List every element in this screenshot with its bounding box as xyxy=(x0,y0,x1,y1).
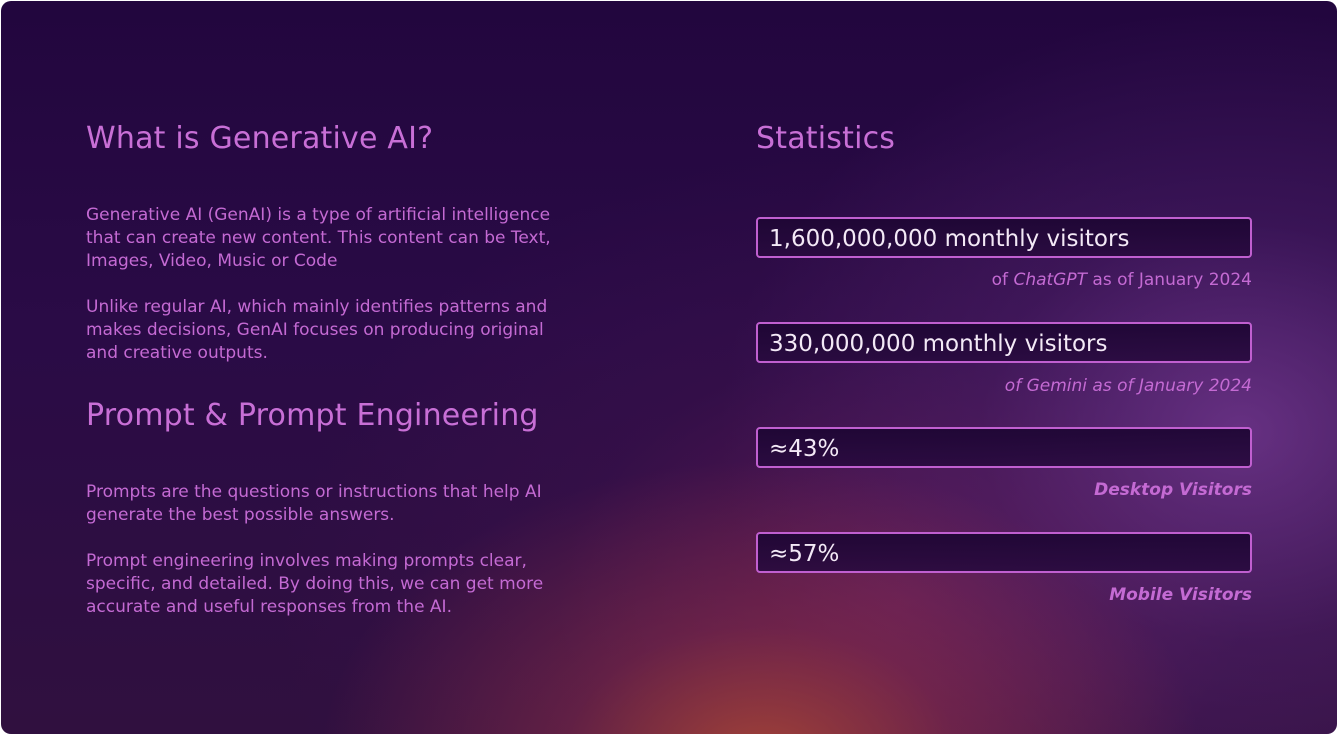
stat-caption-chatgpt: of ChatGPT as of January 2024 xyxy=(992,269,1252,291)
prompts-paragraph: Prompts are the questions or instruction… xyxy=(86,482,542,525)
stat-box-mobile-share: ≈57% xyxy=(756,532,1252,573)
genai-heading: What is Generative AI? xyxy=(86,121,434,156)
stat-value: ≈57% xyxy=(769,541,840,567)
stat-value: ≈43% xyxy=(769,436,840,462)
stat-caption-gemini: of Gemini as of January 2024 xyxy=(1004,376,1252,396)
stat-box-chatgpt-visitors: 1,600,000,000 monthly visitors xyxy=(756,217,1252,258)
prompt-engineering-heading: Prompt & Prompt Engineering xyxy=(86,398,539,433)
stat-value: 1,600,000,000 monthly visitors xyxy=(769,226,1130,252)
stat-box-gemini-visitors: 330,000,000 monthly visitors xyxy=(756,322,1252,363)
stat-caption-mobile: Mobile Visitors xyxy=(1109,585,1252,605)
stat-box-desktop-share: ≈43% xyxy=(756,427,1252,468)
stat-value: 330,000,000 monthly visitors xyxy=(769,331,1108,357)
stat-caption-desktop: Desktop Visitors xyxy=(1094,480,1252,500)
prompt-engineering-paragraph: Prompt engineering involves making promp… xyxy=(86,551,544,617)
genai-definition-paragraph: Generative AI (GenAI) is a type of artif… xyxy=(86,205,551,271)
statistics-heading: Statistics xyxy=(756,121,896,156)
caption-prefix: of xyxy=(991,270,1014,290)
genai-comparison-paragraph: Unlike regular AI, which mainly identifi… xyxy=(86,297,548,363)
caption-emphasis: ChatGPT xyxy=(1013,270,1087,290)
caption-suffix: as of January 2024 xyxy=(1087,270,1252,290)
